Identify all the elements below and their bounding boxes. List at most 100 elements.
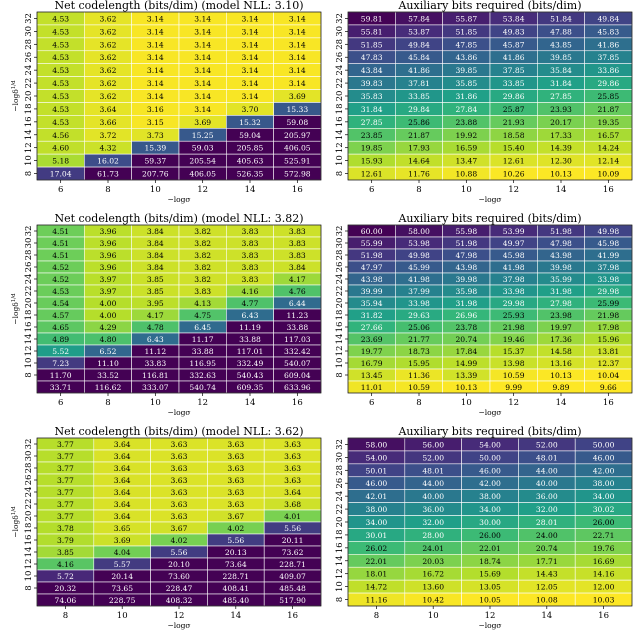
cell-value-label: 42.00 (479, 479, 501, 488)
cell-value-label: 14.72 (366, 583, 388, 592)
panel-title: Auxiliary bits required (bits/dim) (397, 0, 581, 12)
cell-value-label: 24.00 (536, 531, 558, 540)
cell-value-label: 33.71 (50, 383, 72, 392)
x-tick-label: 10 (461, 185, 472, 195)
cell-value-label: 3.14 (147, 92, 164, 101)
y-tick-label: 22 (24, 78, 34, 89)
cell-value-label: 4.52 (52, 263, 69, 272)
cell-value-label: 31.98 (455, 299, 477, 308)
y-tick-label: 10 (24, 571, 34, 582)
cell-value-label: 3.82 (194, 275, 211, 284)
cell-value-label: 3.83 (242, 239, 259, 248)
cell-value-label: 25.99 (597, 299, 619, 308)
cell-value-label: 17.84 (455, 347, 477, 356)
cell-value-label: 3.79 (57, 536, 74, 545)
x-axis-label: −logσ (478, 195, 501, 204)
cell-value-label: 4.51 (52, 227, 69, 236)
cell-value-label: 205.85 (237, 144, 264, 153)
cell-value-label: 49.97 (503, 239, 525, 248)
cell-value-label: 405.63 (237, 157, 264, 166)
cell-value-label: 6.43 (242, 311, 259, 320)
cell-value-label: 3.14 (242, 14, 259, 23)
cell-value-label: 23.85 (361, 131, 383, 140)
cell-value-label: 25.86 (408, 118, 430, 127)
y-tick-label: 32 (24, 226, 34, 237)
cell-value-label: 74.06 (55, 596, 77, 605)
cell-value-label: 26.00 (593, 518, 615, 527)
x-tick-label: 14 (541, 611, 552, 621)
x-axis-label: −logσ (478, 621, 501, 630)
cell-value-label: 540.74 (189, 383, 216, 392)
x-tick-label: 8 (105, 185, 110, 195)
cell-value-label: 3.83 (242, 263, 259, 272)
cell-value-label: 3.84 (147, 239, 164, 248)
cell-value-label: 54.00 (366, 453, 388, 462)
cell-value-label: 30.02 (593, 505, 615, 514)
y-tick-label: 32 (335, 13, 345, 24)
panel-title: Auxiliary bits required (bits/dim) (397, 212, 581, 225)
x-tick-label: 14 (230, 611, 241, 621)
cell-value-label: 53.84 (503, 14, 525, 23)
cell-value-label: 3.14 (289, 53, 306, 62)
cell-value-label: 39.98 (550, 263, 572, 272)
cell-value-label: 3.14 (194, 66, 211, 75)
cell-value-label: 205.97 (284, 131, 311, 140)
cell-value-label: 3.97 (100, 287, 117, 296)
cell-value-label: 59.81 (361, 14, 383, 23)
cell-value-label: 25.93 (503, 311, 525, 320)
cell-value-label: 51.85 (361, 40, 383, 49)
cell-value-label: 3.68 (284, 500, 301, 509)
cell-value-label: 3.70 (242, 105, 259, 114)
cell-value-label: 32.00 (422, 518, 444, 527)
cell-value-label: 228.71 (279, 560, 306, 569)
cell-value-label: 59.03 (192, 144, 214, 153)
y-tick-label: 18 (24, 523, 34, 534)
y-tick-label: 30 (24, 26, 34, 37)
cell-value-label: 60.00 (361, 227, 383, 236)
y-tick-label: 28 (335, 250, 345, 261)
cell-value-label: 57.84 (408, 14, 430, 23)
x-tick-label: 12 (197, 185, 208, 195)
x-tick-label: 8 (105, 398, 110, 408)
cell-value-label: 117.01 (237, 347, 264, 356)
y-tick-label: 20 (24, 298, 34, 309)
cell-value-label: 20.10 (168, 560, 190, 569)
cell-value-label: 24.01 (422, 544, 444, 553)
cell-value-label: 4.00 (100, 299, 117, 308)
cell-value-label: 3.63 (227, 440, 244, 449)
cell-value-label: 15.40 (503, 144, 525, 153)
y-tick-label: 30 (335, 238, 345, 249)
cell-value-label: 3.62 (100, 53, 117, 62)
cell-value-label: 10.04 (597, 371, 619, 380)
cell-value-label: 33.83 (144, 359, 166, 368)
cell-value-label: 3.78 (57, 524, 74, 533)
x-axis-label: −logσ (167, 408, 190, 417)
cell-value-label: 3.77 (57, 440, 74, 449)
cell-value-label: 33.85 (503, 79, 525, 88)
y-tick-label: 16 (24, 535, 34, 546)
cell-value-label: 47.85 (455, 40, 477, 49)
cell-value-label: 4.52 (52, 275, 69, 284)
cell-value-label: 3.63 (227, 464, 244, 473)
cell-value-label: 4.53 (52, 14, 69, 23)
cell-value-label: 49.84 (597, 14, 619, 23)
y-tick-label: 24 (335, 65, 345, 76)
cell-value-label: 3.14 (194, 14, 211, 23)
cell-value-label: 37.99 (408, 287, 430, 296)
y-tick-label: 22 (335, 504, 345, 515)
cell-value-label: 41.86 (503, 53, 525, 62)
cell-value-label: 37.81 (408, 79, 430, 88)
cell-value-label: 16.57 (597, 131, 619, 140)
y-axis-label: −logδ1/d (11, 293, 20, 325)
x-tick-label: 16 (292, 185, 303, 195)
cell-value-label: 332.49 (237, 359, 264, 368)
cell-value-label: 45.87 (503, 40, 525, 49)
cell-value-label: 3.62 (100, 66, 117, 75)
cell-value-label: 3.77 (57, 500, 74, 509)
x-tick-label: 6 (58, 398, 63, 408)
cell-value-label: 17.98 (597, 323, 619, 332)
cell-value-label: 3.63 (284, 452, 301, 461)
cell-value-label: 21.98 (503, 323, 525, 332)
cell-value-label: 16.02 (97, 157, 119, 166)
cell-value-label: 3.65 (114, 524, 131, 533)
